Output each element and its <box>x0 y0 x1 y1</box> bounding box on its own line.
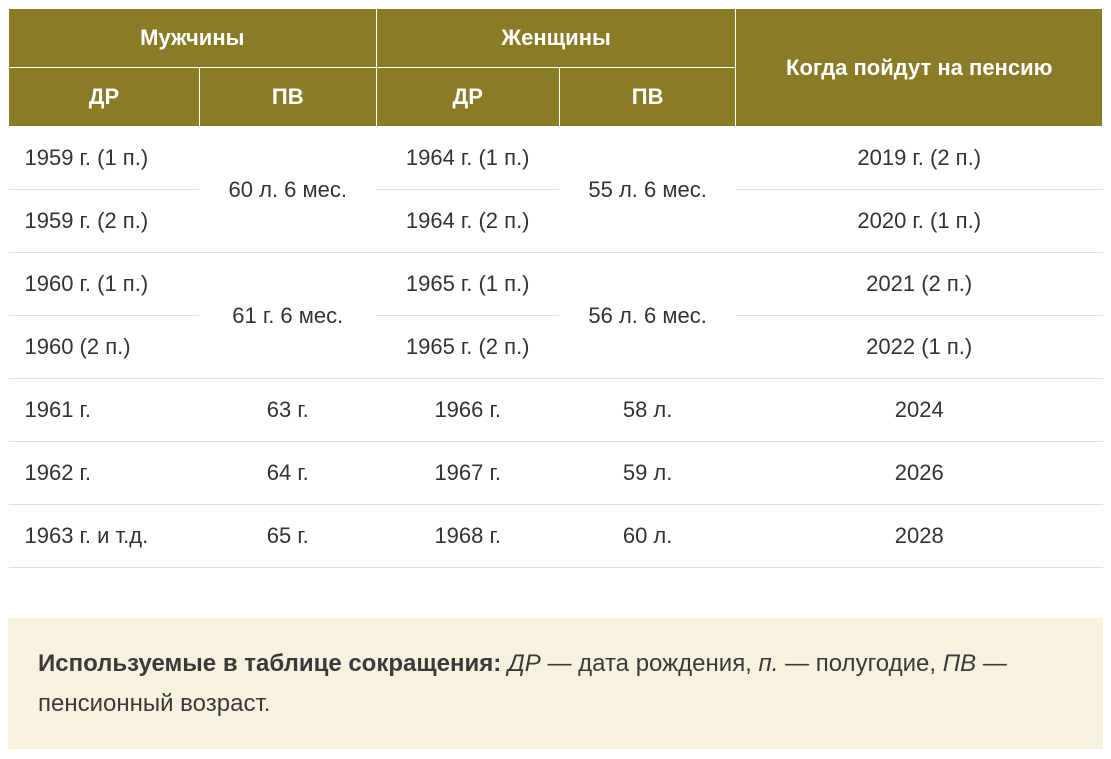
legend-abbr-p: п. <box>759 650 779 677</box>
table-row: 1959 г. (1 п.)60 л. 6 мес.1964 г. (1 п.)… <box>9 127 1103 190</box>
table-row: 1960 (2 п.) 1965 г. (2 п.) 2022 (1 п.) <box>9 316 1103 379</box>
subheader-men-dr: ДР <box>9 68 200 127</box>
table-cell: 59 л. <box>559 442 736 505</box>
subheader-women-dr: ДР <box>376 68 559 127</box>
subheader-men-pv: ПВ <box>199 68 376 127</box>
table-cell: 2022 (1 п.) <box>736 316 1103 379</box>
table-cell: 1959 г. (2 п.) <box>9 190 200 253</box>
table-cell: 1959 г. (1 п.) <box>9 127 200 190</box>
table-row: 1962 г.64 г.1967 г.59 л.2026 <box>9 442 1103 505</box>
table-cell: 61 г. 6 мес. <box>199 253 376 379</box>
table-row: 1959 г. (2 п.) 1964 г. (2 п.) 2020 г. (1 п… <box>9 190 1103 253</box>
table-cell: 63 г. <box>199 379 376 442</box>
table-cell: 1967 г. <box>376 442 559 505</box>
table-cell: 1965 г. (2 п.) <box>376 316 559 379</box>
table-cell: 1966 г. <box>376 379 559 442</box>
table-cell: 60 л. 6 мес. <box>199 127 376 253</box>
header-men: Мужчины <box>9 9 377 68</box>
table-cell: 2020 г. (1 п.) <box>736 190 1103 253</box>
table-cell: 65 г. <box>199 505 376 568</box>
subheader-women-pv: ПВ <box>559 68 736 127</box>
table-cell: 64 г. <box>199 442 376 505</box>
legend-lead: Используемые в таблице сокращения: <box>38 650 501 677</box>
table-cell: 1962 г. <box>9 442 200 505</box>
table-cell: 2024 <box>736 379 1103 442</box>
pension-table: Мужчины Женщины Когда пойдут на пенсию Д… <box>8 8 1103 568</box>
legend-abbr-p-expl: — полугодие, <box>778 650 942 677</box>
table-cell: 56 л. 6 мес. <box>559 253 736 379</box>
legend-abbr-dr-expl: — дата рождения, <box>541 650 759 677</box>
table-cell: 60 л. <box>559 505 736 568</box>
table-cell: 1960 г. (1 п.) <box>9 253 200 316</box>
table-cell: 1965 г. (1 п.) <box>376 253 559 316</box>
header-women: Женщины <box>376 9 736 68</box>
table-cell: 58 л. <box>559 379 736 442</box>
table-row: 1963 г. и т.д.65 г.1968 г.60 л.2028 <box>9 505 1103 568</box>
table-cell: 2028 <box>736 505 1103 568</box>
table-row: 1961 г.63 г.1966 г.58 л.2024 <box>9 379 1103 442</box>
table-cell: 1968 г. <box>376 505 559 568</box>
table-cell: 1960 (2 п.) <box>9 316 200 379</box>
table-cell: 1961 г. <box>9 379 200 442</box>
legend-abbr-pv: ПВ <box>943 650 976 677</box>
table-cell: 55 л. 6 мес. <box>559 127 736 253</box>
table-cell: 1964 г. (1 п.) <box>376 127 559 190</box>
table-row: 1960 г. (1 п.)61 г. 6 мес.1965 г. (1 п.)… <box>9 253 1103 316</box>
table-body: 1959 г. (1 п.)60 л. 6 мес.1964 г. (1 п.)… <box>9 127 1103 568</box>
table-cell: 1964 г. (2 п.) <box>376 190 559 253</box>
legend-abbr-dr: ДР <box>508 650 541 677</box>
table-header: Мужчины Женщины Когда пойдут на пенсию Д… <box>9 9 1103 127</box>
table-cell: 2026 <box>736 442 1103 505</box>
legend-box: Используемые в таблице сокращения: ДР — … <box>8 618 1103 749</box>
table-cell: 2019 г. (2 п.) <box>736 127 1103 190</box>
header-retire: Когда пойдут на пенсию <box>736 9 1103 127</box>
table-cell: 2021 (2 п.) <box>736 253 1103 316</box>
table-cell: 1963 г. и т.д. <box>9 505 200 568</box>
